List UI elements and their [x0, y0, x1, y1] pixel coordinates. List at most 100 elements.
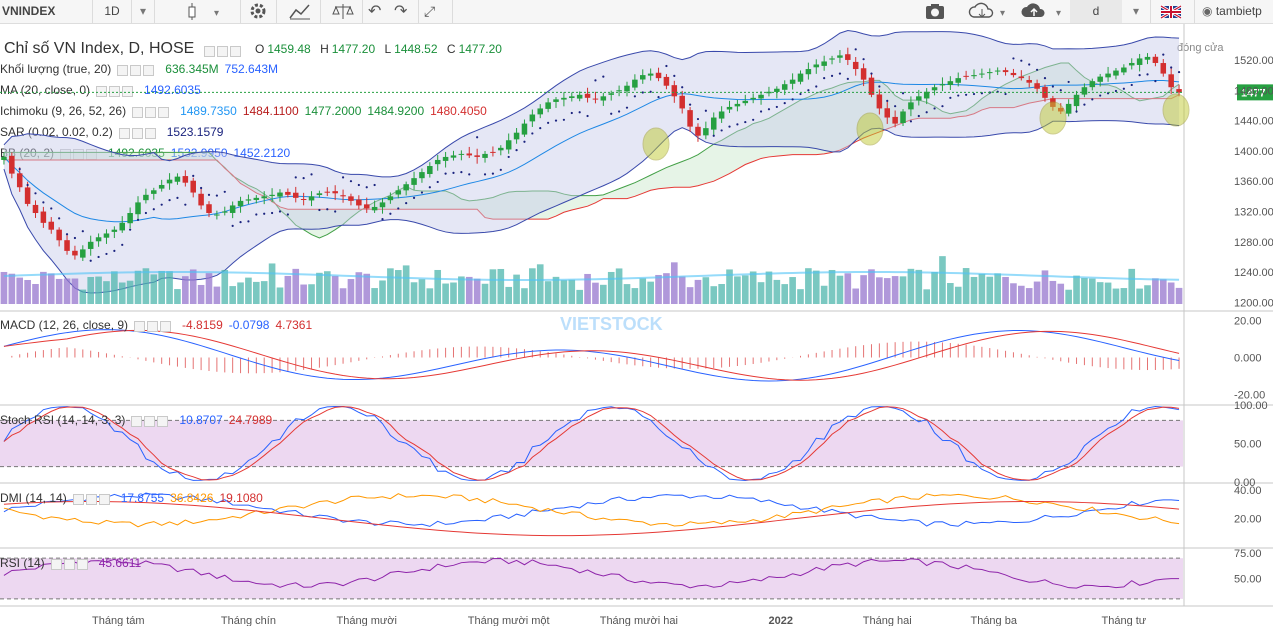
highlight-circle [856, 112, 884, 146]
indicator-name[interactable]: Khối lượng (true, 20) [0, 62, 112, 76]
candle-body [371, 206, 378, 211]
chart-canvas[interactable]: 1477 VIETSTOCK 1520.00 1480.00 1440.00 1400.0… [0, 24, 1273, 626]
time-axis-label: Tháng mười [337, 615, 397, 626]
indicator-controls[interactable] [132, 106, 174, 118]
indicator-name[interactable]: MA (20, close, 0) [0, 83, 91, 97]
sar-dot [1075, 110, 1078, 113]
candle-body [734, 103, 741, 107]
time-axis-label: Tháng ba [970, 615, 1017, 626]
camera-icon[interactable] [914, 0, 956, 23]
volume-bar [126, 280, 134, 304]
layout-select[interactable]: d [1070, 0, 1122, 23]
volume-bar [584, 273, 591, 304]
candle-body [640, 75, 646, 80]
sar-dot [97, 255, 100, 259]
volume-bar [1159, 279, 1167, 304]
indicator-name[interactable]: SAR (0.02, 0.02, 0.2) [0, 125, 113, 139]
chevron-down-icon[interactable]: ▾ [139, 4, 147, 18]
volume-bar [253, 281, 260, 304]
volume-bar [24, 279, 31, 304]
volume-bar [465, 276, 473, 304]
fullscreen-icon[interactable]: ⤢ [424, 3, 436, 19]
volume-bar [694, 279, 702, 304]
sar-dot [73, 236, 77, 240]
indicator-controls[interactable] [60, 148, 102, 160]
volume-bar [568, 279, 576, 304]
volume-bar [458, 276, 465, 304]
sar-dot [58, 217, 61, 220]
sar-dot [759, 110, 763, 113]
sar-dot [286, 213, 289, 216]
svg-text:▾: ▾ [1056, 8, 1061, 19]
candle-body [285, 191, 291, 195]
sar-dot [917, 114, 920, 118]
user-menu[interactable]: ◉ tambietp [1202, 4, 1262, 18]
sar-dot [712, 134, 715, 137]
volume-bar [8, 273, 16, 304]
volume-bar [647, 281, 654, 304]
time-axis-label: Tháng mười hai [600, 615, 678, 626]
volume-bar [331, 275, 339, 304]
volume-bar [71, 278, 79, 304]
indicators-icon[interactable] [288, 0, 312, 23]
volume-bar [954, 286, 962, 304]
indicator-name[interactable]: RSI (14) [0, 556, 45, 570]
candle-body [624, 85, 630, 92]
indicator-name[interactable]: Ichimoku (9, 26, 52, 26) [0, 104, 127, 118]
chevron-down-icon[interactable]: ▾ [1132, 4, 1140, 18]
volume-bar [986, 276, 994, 304]
volume-bar [158, 270, 165, 304]
cloud-download-icon[interactable]: ▾ [960, 0, 1010, 23]
volume-bar [529, 268, 536, 304]
ohlc-high: 1477.20 [331, 42, 376, 56]
legend-controls[interactable] [203, 44, 246, 57]
candle-body [363, 204, 370, 209]
axis-tick-label: 1200.00 [1234, 297, 1273, 309]
volume-bar [734, 276, 741, 304]
sar-dot [176, 196, 179, 199]
indicator-controls[interactable] [72, 493, 115, 505]
volume-bar [40, 271, 47, 304]
cloud-upload-icon[interactable]: ▾ [1012, 0, 1068, 23]
parabolic-sar [18, 48, 1181, 262]
volume-bar [978, 273, 986, 304]
candle-body [403, 184, 409, 191]
candle-body [774, 88, 780, 92]
indicator-name[interactable]: Stoch RSI (14, 14, 3, 3) [0, 413, 126, 427]
sar-dot [1091, 98, 1094, 101]
volume-bar [1002, 276, 1009, 304]
scales-icon[interactable] [331, 0, 355, 23]
indicator-controls[interactable] [50, 558, 93, 570]
symbol-input[interactable]: VNINDEX [2, 4, 56, 18]
interval-button[interactable]: 1D [104, 4, 120, 18]
volume-bar [118, 282, 126, 304]
volume-bar [544, 281, 552, 304]
indicator-controls[interactable] [96, 85, 138, 97]
indicator-name[interactable]: MACD (12, 26, close, 9) [0, 318, 129, 332]
sar-dot [657, 95, 660, 99]
indicator-controls[interactable] [131, 415, 173, 427]
candlestick-icon[interactable]: ▾ [160, 0, 220, 23]
uk-flag-icon[interactable] [1160, 0, 1186, 23]
redo-icon[interactable]: ↷ [394, 3, 408, 20]
volume-bar [781, 284, 789, 304]
indicator-controls[interactable] [134, 320, 176, 332]
sar-dot [547, 121, 550, 124]
indicator-controls[interactable] [118, 127, 161, 139]
candle-body [95, 237, 102, 242]
undo-icon[interactable]: ↶ [368, 3, 382, 20]
indicator-controls[interactable] [117, 64, 159, 76]
sar-dot [365, 186, 368, 189]
volume-bar [812, 270, 820, 304]
close-label: đóng cửa [1177, 42, 1224, 54]
candle-body [647, 73, 654, 76]
volume-bar [473, 278, 481, 304]
candle-body [1081, 87, 1088, 95]
gear-icon[interactable] [247, 0, 269, 23]
volume-bar [450, 282, 457, 304]
indicator-value: 1489.7350 [180, 104, 237, 118]
macd-line [3, 329, 1180, 382]
sar-dot [278, 210, 282, 213]
sar-dot [428, 186, 431, 189]
indicator-name[interactable]: DMI (14, 14) [0, 491, 67, 505]
